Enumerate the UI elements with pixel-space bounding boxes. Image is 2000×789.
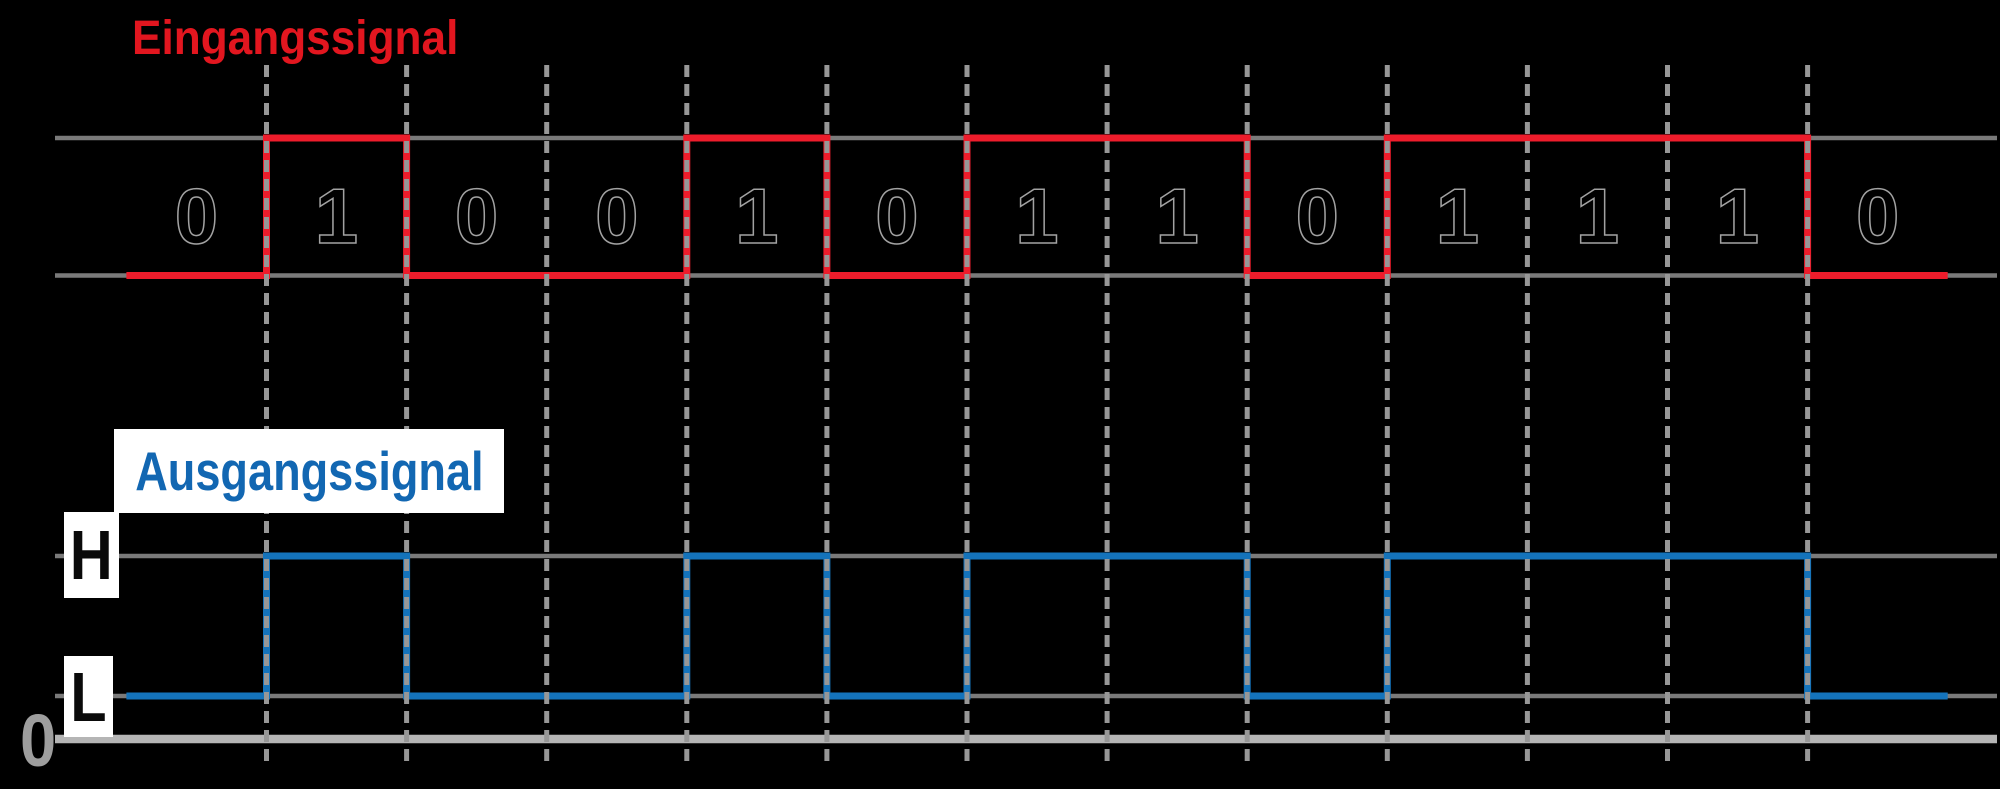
bit-label: 0 [875,172,918,260]
input-signal-title-text: Eingangssignal [132,12,459,65]
bit-label: 1 [1436,172,1479,260]
output-signal-title-box: Ausgangssignal [114,429,504,513]
bit-label: 1 [315,172,358,260]
bit-label: 0 [1296,172,1339,260]
output-signal-title-text: Ausgangssignal [134,440,484,502]
zero-axis-label-text: 0 [20,699,57,782]
input-signal-title: Eingangssignal [132,15,487,63]
bit-label: 1 [1576,172,1619,260]
bit-label: 0 [175,172,218,260]
bit-label: 1 [1156,172,1199,260]
zero-axis-label: 0 [20,704,61,778]
high-level-label: H [70,516,113,594]
high-level-label-box: H [64,512,119,598]
low-level-label: L [70,657,107,736]
bit-label: 1 [1716,172,1759,260]
bit-label: 0 [1856,172,1899,260]
bit-label: 0 [595,172,638,260]
bit-label: 0 [455,172,498,260]
bit-label: 1 [1015,172,1058,260]
low-level-label-box: L [64,656,113,737]
output-waveform [126,552,1948,700]
bit-label: 1 [735,172,778,260]
